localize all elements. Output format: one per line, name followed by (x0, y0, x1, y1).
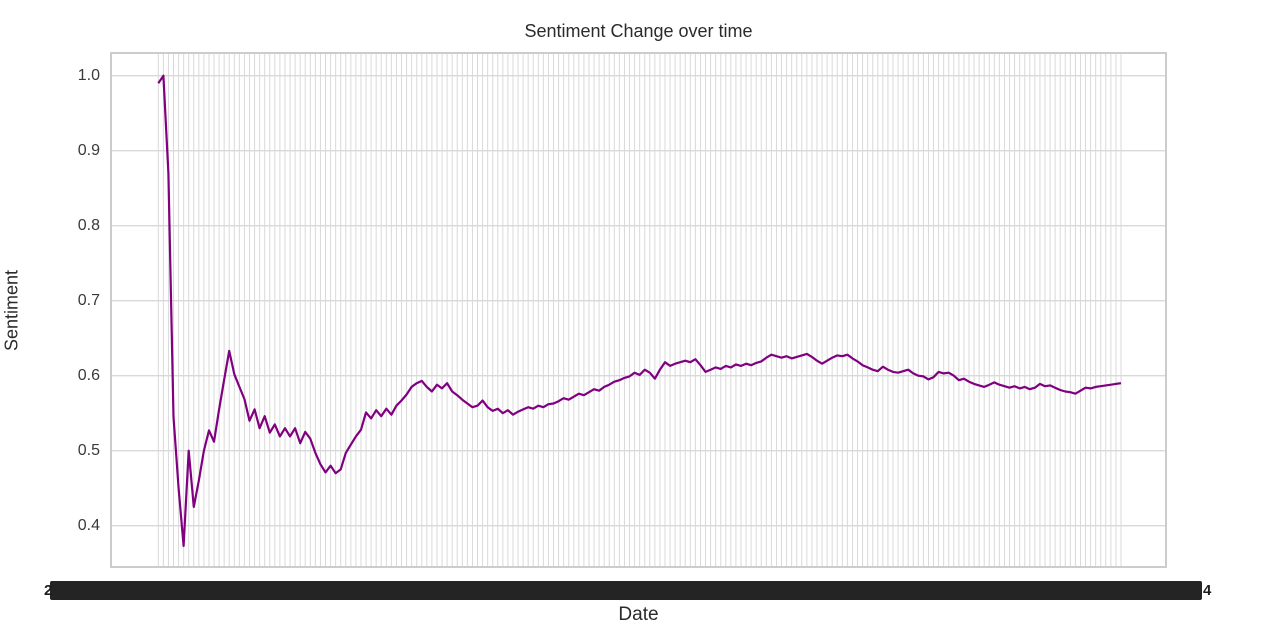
plot-area (110, 52, 1167, 568)
x-tick-fragment-left: 2 (44, 582, 53, 599)
sentiment-line (157, 74, 1122, 547)
y-tick-label: 0.4 (77, 516, 100, 534)
sentiment-line-plot (112, 54, 1165, 566)
y-tick-label: 1.0 (77, 66, 100, 84)
y-tick-label: 0.7 (77, 291, 100, 309)
y-tick-label: 0.9 (77, 141, 100, 159)
x-tick-fragment-right: 4 (1203, 582, 1212, 599)
x-tick-smear (50, 581, 1202, 600)
chart-title: Sentiment Change over time (524, 21, 753, 41)
x-axis-label: Date (618, 604, 659, 625)
y-tick-label: 0.5 (77, 441, 100, 459)
y-axis-label: Sentiment (1, 269, 22, 352)
y-tick-label: 0.8 (77, 216, 100, 234)
y-tick-label: 0.6 (77, 366, 100, 384)
